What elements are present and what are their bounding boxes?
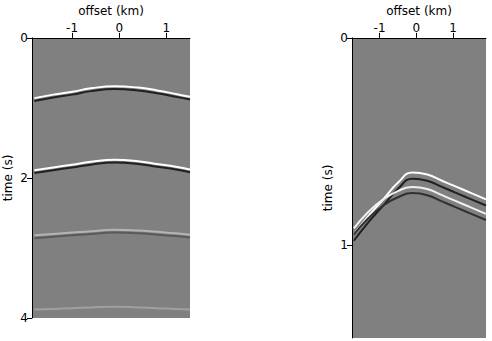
svg-text:4: 4 xyxy=(20,311,28,325)
svg-text:offset (km): offset (km) xyxy=(386,4,452,18)
svg-text:1: 1 xyxy=(163,21,171,35)
svg-text:0: 0 xyxy=(340,31,348,45)
svg-text:time (s): time (s) xyxy=(321,165,335,212)
svg-text:1: 1 xyxy=(340,238,348,252)
svg-text:1: 1 xyxy=(449,21,457,35)
svg-text:offset (km): offset (km) xyxy=(78,4,144,18)
svg-text:2: 2 xyxy=(20,171,28,185)
svg-text:0: 0 xyxy=(115,21,123,35)
svg-text:-1: -1 xyxy=(374,21,386,35)
svg-text:0: 0 xyxy=(20,31,28,45)
svg-text:-1: -1 xyxy=(66,21,78,35)
svg-text:time (s): time (s) xyxy=(1,155,15,202)
svg-text:0: 0 xyxy=(412,21,420,35)
